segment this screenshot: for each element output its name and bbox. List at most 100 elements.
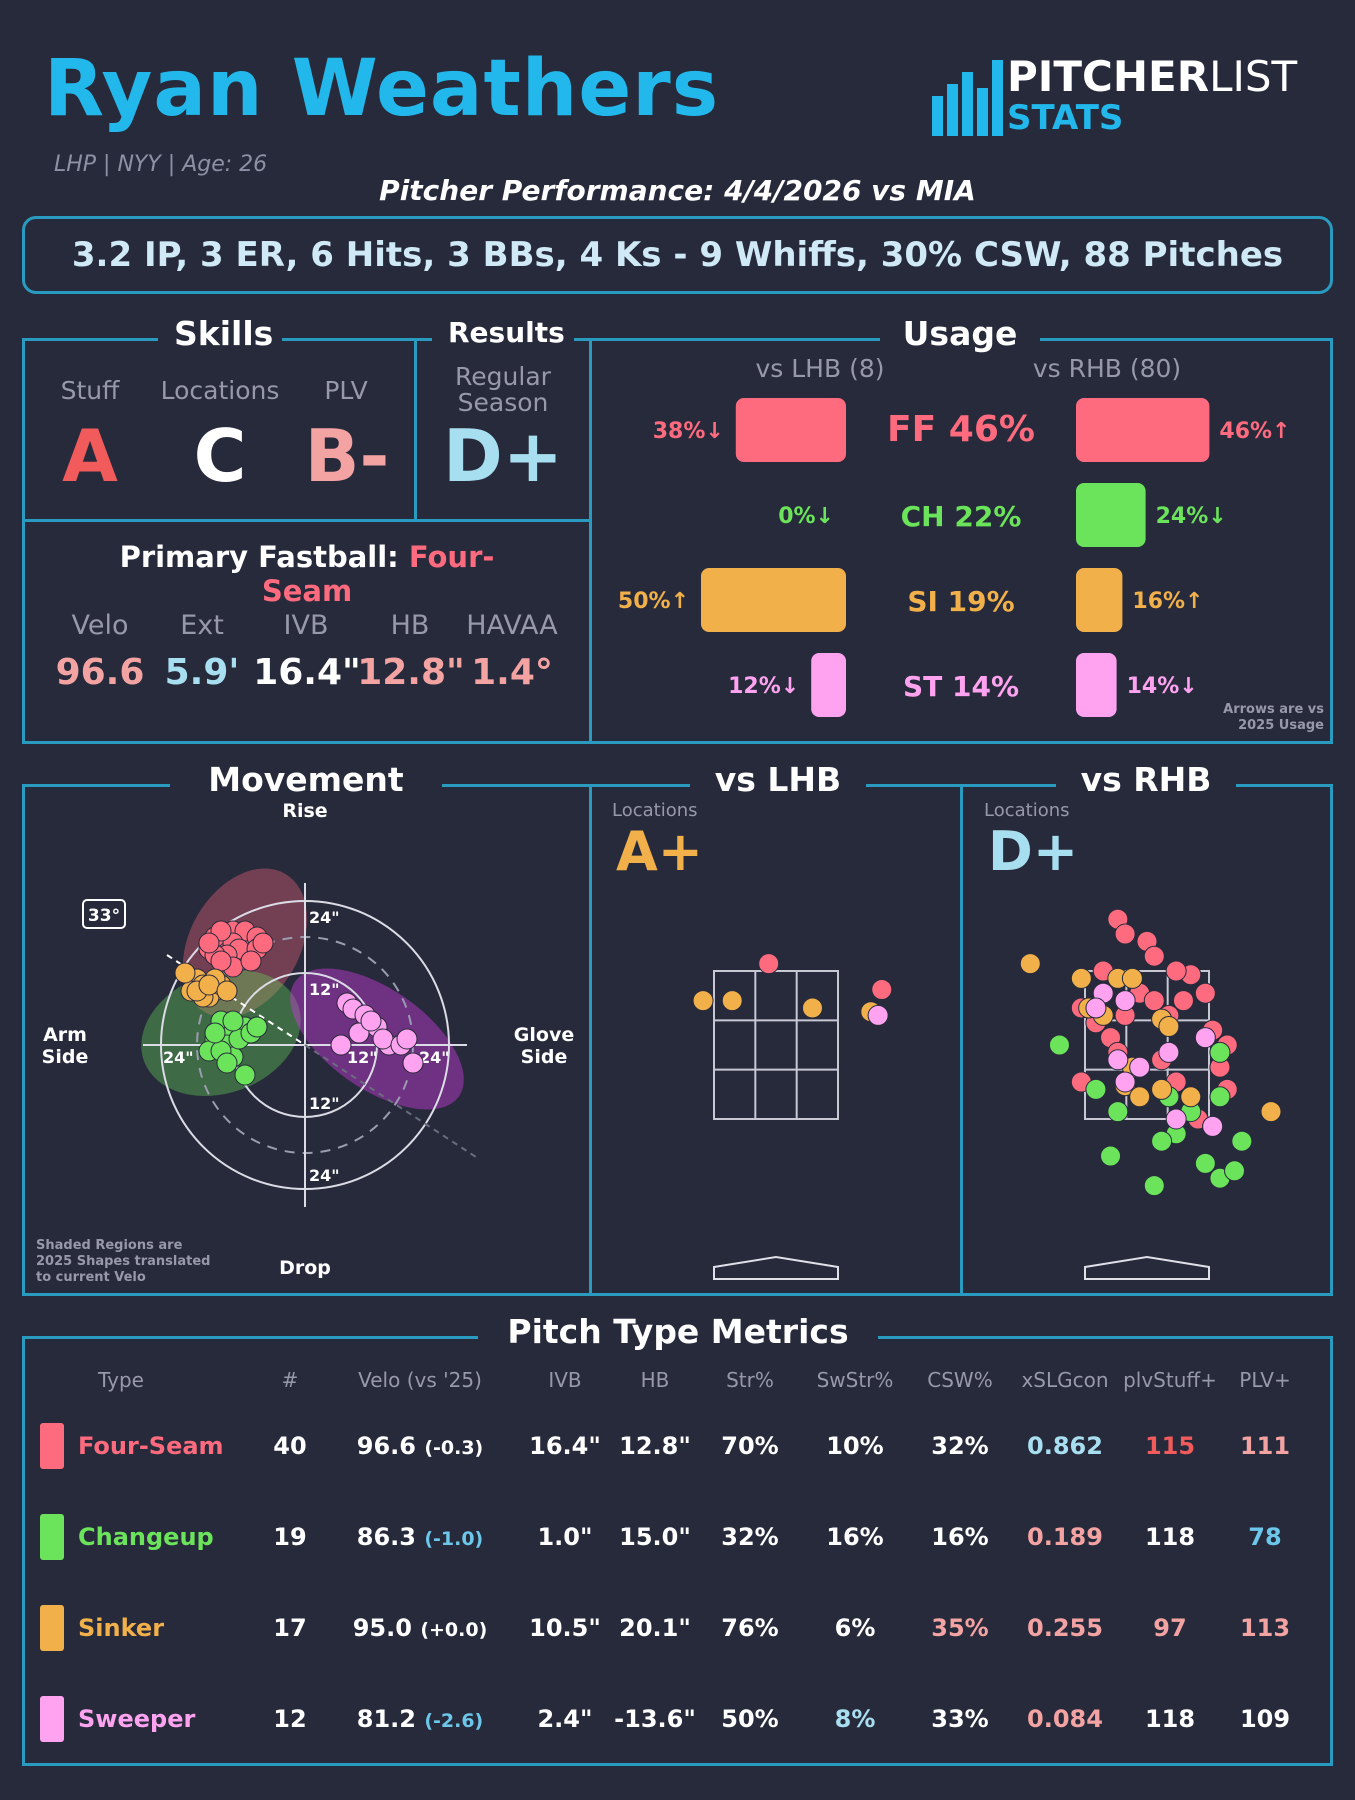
- skill-grade-stuff: A: [62, 414, 118, 498]
- metric-ivb: 2.4": [537, 1704, 593, 1733]
- usage-title: Usage: [880, 314, 1040, 353]
- metric-count: 19: [273, 1522, 307, 1551]
- metric-swstr: 16%: [826, 1522, 884, 1551]
- ring-label-right-12: 12": [347, 1048, 378, 1067]
- velo-delta: (-1.0): [424, 1527, 484, 1550]
- metric-xslg: 0.862: [1027, 1431, 1103, 1460]
- mov-point-sweeper-7: [330, 1034, 352, 1056]
- rhb-point-four-seam-8: [1143, 990, 1165, 1012]
- lhb-loc-label: Locations: [612, 800, 698, 821]
- velo-value: 81.2: [356, 1704, 425, 1733]
- mov-point-sinker-10: [216, 980, 238, 1002]
- lhb-home-plate: [713, 1255, 839, 1280]
- rhb-point-sweeper-6: [1194, 1027, 1216, 1049]
- usage-lhb-pct-2: 50%↑: [618, 589, 689, 614]
- usage-lhb-pct-1: 0%↓: [778, 504, 834, 529]
- rhb-loc-label: Locations: [984, 800, 1070, 821]
- lhb-point-sinker-3: [692, 990, 714, 1012]
- metric-str: 76%: [721, 1613, 779, 1642]
- mov-point-sinker-9: [198, 974, 220, 996]
- metrics-row-changeup: Changeup 19 86.3 (-1.0) 1.0" 15.0" 32% 16% 16% 0…: [40, 1491, 1310, 1582]
- col-stuff: plvStuff+: [1123, 1368, 1217, 1392]
- lhb-point-four-seam-1: [871, 979, 893, 1000]
- mov-point-changeup-14: [222, 1010, 244, 1032]
- ring-label-right-24: 24": [419, 1048, 450, 1067]
- metric-count: 17: [273, 1613, 307, 1642]
- rhb-point-sinker-13: [1260, 1101, 1282, 1123]
- usage-bar-lhb-0: [735, 398, 846, 462]
- col-str: Str%: [726, 1368, 774, 1392]
- fastball-title: Primary Fastball: Four-Seam: [66, 540, 548, 608]
- metric-csw: 33%: [931, 1704, 989, 1733]
- mov-point-sweeper-9: [396, 1028, 418, 1050]
- rhb-point-sinker-3: [1121, 967, 1143, 989]
- metric-csw: 32%: [931, 1431, 989, 1460]
- metric-swstr: 8%: [834, 1704, 876, 1733]
- usage-chart: 38%↓ 46%↑ FF 46% 0%↓ 24%↓ CH 22% 50%↑ 16%↑ SI 19…: [618, 398, 1290, 717]
- metric-plv: 78: [1248, 1522, 1282, 1551]
- metric-plv: 113: [1239, 1613, 1291, 1642]
- rhb-point-changeup-6: [1107, 1101, 1129, 1123]
- fb-value-havaa: 1.4°: [471, 652, 553, 693]
- mov-point-four-seam-24: [198, 932, 220, 954]
- rhb-point-changeup-10: [1151, 1130, 1173, 1152]
- rhb-point-sinker-9: [1151, 1078, 1173, 1100]
- usage-bar-rhb-0: [1076, 398, 1210, 462]
- movement-chart: 24"12"12"24"24" 12" 24"RiseDropArmSideGlov…: [42, 800, 575, 1279]
- lhb-point-four-seam-0: [758, 953, 780, 975]
- metric-csw: 16%: [931, 1522, 989, 1551]
- metric-plv: 111: [1239, 1431, 1291, 1460]
- mov-point-sweeper-5: [372, 1028, 394, 1050]
- velo-delta: (-2.6): [424, 1709, 484, 1732]
- mov-point-four-seam-22: [240, 950, 262, 972]
- pitch-color-swatch: [40, 1695, 64, 1742]
- usage-pitch-label-2: SI 19%: [907, 585, 1014, 618]
- metric-count: 40: [273, 1431, 307, 1460]
- rhb-point-sinker-0: [1019, 953, 1041, 975]
- mov-point-four-seam-25: [252, 932, 274, 954]
- mov-point-four-seam-23: [210, 950, 232, 972]
- ring-label-left-24: 24": [163, 1048, 194, 1067]
- rhb-location-chart: [1019, 908, 1282, 1280]
- skill-label-locations: Locations: [160, 376, 280, 405]
- fb-value-ext: 5.9': [164, 652, 240, 693]
- rhb-point-changeup-1: [1209, 1041, 1231, 1063]
- fb-value-velo: 96.6: [55, 652, 145, 693]
- pitch-color-swatch: [40, 1422, 64, 1469]
- metric-type: Sinker: [40, 1582, 260, 1673]
- brand-stats: STATS: [1007, 98, 1124, 138]
- usage-rhb-pct-0: 46%↑: [1219, 419, 1290, 444]
- mov-point-changeup-13: [204, 1022, 226, 1044]
- rhb-point-changeup-15: [1143, 1175, 1165, 1197]
- rhb-point-sinker-1: [1070, 967, 1092, 989]
- arm-angle-line-ext: [304, 1044, 480, 1160]
- fb-label-velo: Velo: [71, 610, 129, 641]
- velo-value: 95.0: [352, 1613, 421, 1642]
- lhb-point-sinker-0: [721, 990, 743, 1012]
- metrics-row-sinker: Sinker 17 95.0 (+0.0) 10.5" 20.1" 76% 6% 35% 0.2…: [40, 1582, 1310, 1673]
- col-csw: CSW%: [927, 1368, 993, 1392]
- metric-stuff: 118: [1144, 1704, 1196, 1733]
- col-count: #: [281, 1368, 299, 1392]
- results-grade: D+: [442, 414, 564, 498]
- mov-point-sweeper-10: [402, 1052, 424, 1074]
- fb-label-havaa: HAVAA: [466, 610, 558, 641]
- metric-swstr: 10%: [826, 1431, 884, 1460]
- skill-label-plv: PLV: [324, 376, 368, 405]
- metric-hb: 15.0": [619, 1522, 691, 1551]
- arm-angle-text: 33°: [88, 906, 120, 926]
- performance-title: Pitcher Performance: 4/4/2026 vs MIA: [379, 174, 976, 207]
- metrics-table: Type # Velo (vs '25) IVB HB Str% SwStr% …: [40, 1360, 1310, 1764]
- velo-value: 86.3: [356, 1522, 425, 1551]
- rhb-point-sweeper-1: [1114, 990, 1136, 1012]
- metric-str: 50%: [721, 1704, 779, 1733]
- usage-bar-rhb-3: [1076, 653, 1117, 717]
- ring-label-bottom-12: 12": [309, 1094, 340, 1113]
- rhb-point-sinker-12: [1180, 1086, 1202, 1108]
- metric-hb: -13.6": [614, 1704, 696, 1733]
- ring-label-top-24: 24": [309, 908, 340, 927]
- label-rise: Rise: [282, 800, 327, 822]
- metric-str: 32%: [721, 1522, 779, 1551]
- rhb-point-sinker-7: [1158, 1016, 1180, 1037]
- fb-value-hb: 12.8": [357, 652, 465, 693]
